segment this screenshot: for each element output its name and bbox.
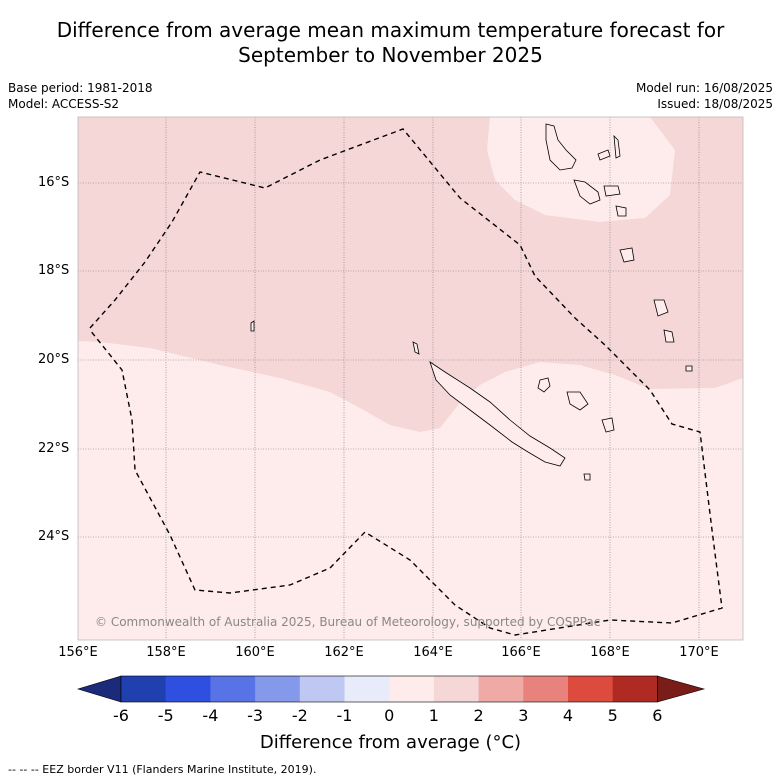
colorbar-segment — [433, 676, 480, 702]
colorbar-tick-label: 2 — [473, 706, 484, 725]
map-frame — [77, 116, 744, 641]
eez-border — [89, 128, 723, 636]
lat-label-18s: 18°S — [38, 263, 70, 278]
colorbar-tick-label: 6 — [652, 706, 663, 725]
lon-label-170e: 170°E — [679, 645, 719, 660]
colorbar — [76, 675, 706, 703]
colorbar-title: Difference from average (°C) — [259, 732, 522, 753]
lon-label-166e: 166°E — [501, 645, 541, 660]
small-island-1 — [663, 329, 675, 343]
colorbar-segment — [121, 676, 167, 702]
model-run: Model run: 16/08/2025 — [635, 81, 773, 95]
meta-right: Model run: 16/08/2025 Issued: 18/08/2025 — [636, 80, 773, 112]
colorbar-tick-label: -3 — [247, 706, 264, 725]
colorbar-tick-label: 1 — [428, 706, 439, 725]
colorbar-segment — [255, 676, 301, 702]
colorbar-tick-label: -1 — [336, 706, 353, 725]
matthew-island-group — [653, 299, 669, 317]
lon-label-162e: 162°E — [324, 645, 364, 660]
loyalty-island-1 — [537, 377, 551, 393]
title-line-2: September to November 2025 — [238, 43, 543, 67]
lon-label-158e: 158°E — [146, 645, 186, 660]
colorbar-tick-label: 3 — [518, 706, 529, 725]
lon-label-168e: 168°E — [590, 645, 630, 660]
isle-of-pines — [583, 473, 591, 481]
colorbar-segment — [523, 676, 569, 702]
colorbar-segment — [568, 676, 614, 702]
map-area: © Commonwealth of Australia 2025, Bureau… — [78, 117, 743, 640]
colorbar-segment — [299, 676, 345, 702]
colorbar-tick-label: 4 — [562, 706, 574, 725]
colorbar-tick-label: -5 — [157, 706, 174, 725]
colorbar-extend-high — [657, 675, 706, 703]
colorbar-frame — [120, 675, 658, 703]
colorbar-tick-label: -6 — [113, 706, 129, 725]
belep-islands — [412, 341, 420, 355]
lat-label-22s: 22°S — [38, 441, 70, 456]
espiritu-santo — [545, 123, 577, 171]
vanuatu-island-2 — [597, 149, 611, 161]
colorbar-extend-low — [76, 675, 122, 703]
efate — [615, 205, 627, 217]
land-outlines — [250, 123, 693, 481]
colorbar-segment — [344, 676, 390, 702]
eez-footnote: -- -- -- EEZ border V11 (Flanders Marine… — [8, 763, 317, 776]
title-line-1: Difference from average mean maximum tem… — [56, 18, 725, 42]
colorbar-segment — [165, 676, 211, 702]
meta-left: Base period: 1981-2018 Model: ACCESS-S2 — [8, 80, 153, 112]
new-caledonia-island — [429, 361, 566, 467]
malakula — [573, 179, 601, 205]
colorbar-tick-label: -2 — [291, 706, 308, 725]
lat-label-24s: 24°S — [38, 529, 70, 544]
lat-label-16s: 16°S — [38, 175, 70, 190]
issued-date: Issued: 18/08/2025 — [657, 97, 773, 111]
colorbar-segment — [210, 676, 256, 702]
loyalty-island-3 — [601, 417, 615, 433]
colorbar-tick-label: 5 — [607, 706, 618, 725]
copyright-notice: © Commonwealth of Australia 2025, Bureau… — [95, 615, 600, 629]
colorbar-tick-label: 0 — [384, 706, 395, 725]
lat-label-20s: 20°S — [38, 352, 70, 367]
vanuatu-island-5 — [603, 185, 621, 197]
anomaly-1-2-region — [78, 117, 743, 432]
map-title: Difference from average mean maximum tem… — [0, 18, 781, 68]
lon-label-164e: 164°E — [413, 645, 453, 660]
colorbar-tick-label: -4 — [202, 706, 219, 725]
colorbar-segment — [389, 676, 435, 702]
lon-label-156e: 156°E — [58, 645, 98, 660]
loyalty-island-2 — [566, 391, 589, 411]
model-name: Model: ACCESS-S2 — [8, 97, 120, 111]
chesterfield-islet — [250, 320, 255, 332]
tanna — [619, 247, 635, 263]
small-island-2 — [685, 365, 693, 372]
colorbar-segment — [612, 676, 658, 702]
lon-label-160e: 160°E — [235, 645, 275, 660]
base-period: Base period: 1981-2018 — [8, 81, 153, 95]
vanuatu-island-3 — [613, 134, 621, 159]
colorbar-segment — [478, 676, 524, 702]
